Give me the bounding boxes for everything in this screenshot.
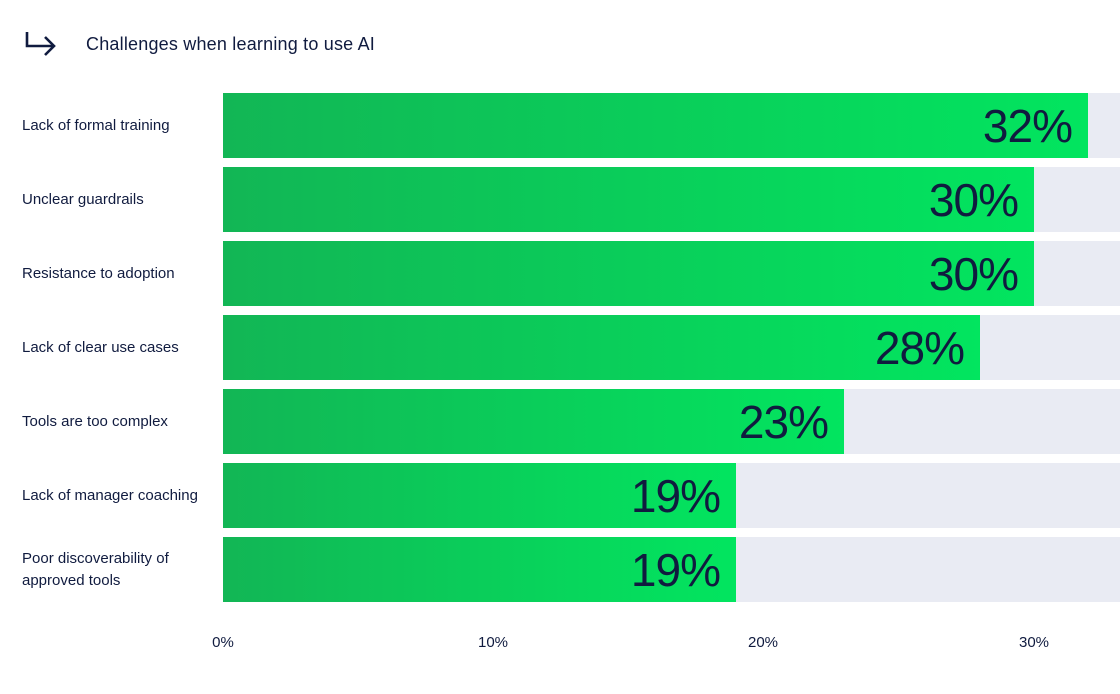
- category-label: Tools are too complex: [22, 412, 168, 430]
- bar-value-label: 30%: [928, 247, 1019, 300]
- bar-plot-area: 32%: [223, 93, 1120, 158]
- bar-plot-area: 19%: [223, 463, 1120, 528]
- bar-plot-area: 23%: [223, 389, 1120, 454]
- bar-value-label: 19%: [630, 469, 721, 522]
- category-label: Unclear guardrails: [22, 190, 144, 208]
- bar-segment: 30%: [223, 241, 1034, 306]
- category-label: Lack of manager coaching: [22, 486, 198, 504]
- bar-segment: 28%: [223, 315, 980, 380]
- bar-segment: 19%: [223, 463, 736, 528]
- bar-plot-area: 30%: [223, 167, 1120, 232]
- bar-value-label: 19%: [630, 543, 721, 596]
- category-label: Lack of formal training: [22, 116, 170, 134]
- bar-chart: Lack of formal training 32% Unclear guardr…: [0, 93, 1120, 611]
- x-axis-tick-label: 10%: [477, 634, 509, 651]
- bar-plot-area: 19%: [223, 537, 1120, 602]
- category-label: Lack of clear use cases: [22, 338, 179, 356]
- category-label: Resistance to adoption: [22, 264, 175, 282]
- bar-segment: 30%: [223, 167, 1034, 232]
- bar-row: Tools are too complex 23%: [0, 389, 1120, 454]
- chart-header: Challenges when learning to use AI: [0, 0, 1120, 64]
- bar-value-label: 30%: [928, 173, 1019, 226]
- bar-row: Poor discoverability of approved tools 19…: [0, 537, 1120, 602]
- bar-segment: 19%: [223, 537, 736, 602]
- bar-row: Unclear guardrails 30%: [0, 167, 1120, 232]
- x-axis-tick-label: 30%: [1018, 634, 1050, 651]
- bar-row: Resistance to adoption 30%: [0, 241, 1120, 306]
- bar-value-label: 23%: [738, 395, 829, 448]
- bar-plot-area: 30%: [223, 241, 1120, 306]
- chart-title: Challenges when learning to use AI: [86, 33, 375, 54]
- category-label: Poor discoverability of approved tools: [22, 549, 169, 589]
- bar-segment: 32%: [223, 93, 1088, 158]
- bar-value-label: 32%: [982, 99, 1073, 152]
- bar-plot-area: 28%: [223, 315, 1120, 380]
- bar-segment: 23%: [223, 389, 844, 454]
- bar-row: Lack of clear use cases 28%: [0, 315, 1120, 380]
- x-axis-tick-label: 20%: [747, 634, 779, 651]
- branch-right-arrow-icon: [22, 29, 60, 59]
- x-axis-tick-label: 0%: [212, 634, 234, 651]
- bar-row: Lack of formal training 32%: [0, 93, 1120, 158]
- bar-row: Lack of manager coaching 19%: [0, 463, 1120, 528]
- bar-value-label: 28%: [874, 321, 965, 374]
- x-axis: 0% 10% 20% 30%: [212, 634, 1120, 658]
